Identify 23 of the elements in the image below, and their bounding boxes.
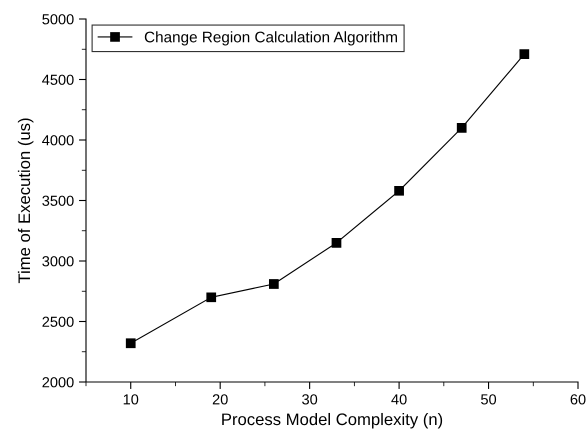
y-tick-label: 5000 xyxy=(42,14,74,24)
point xyxy=(206,292,216,302)
point xyxy=(126,338,136,348)
point xyxy=(332,238,342,248)
y-axis-title: Time of Execution (us) xyxy=(18,118,34,284)
x-tick-label: 20 xyxy=(212,394,228,405)
x-tick-label: 60 xyxy=(570,394,586,405)
y-tick-label: 4000 xyxy=(42,135,74,146)
y-tick-label: 2500 xyxy=(42,316,74,327)
x-tick-label: 40 xyxy=(391,394,407,405)
y-tick-label: 3000 xyxy=(42,256,74,266)
y-tick-label: 2000 xyxy=(42,377,74,388)
y-tick-label: 4500 xyxy=(42,74,74,85)
y-tick-label: 3500 xyxy=(42,196,74,206)
x-axis-title: Process Model Complexity (n) xyxy=(222,412,442,428)
point xyxy=(456,123,467,133)
x-tick-label: 30 xyxy=(302,394,318,405)
point xyxy=(268,279,279,289)
x-tick-label: 50 xyxy=(481,394,496,405)
point xyxy=(519,49,530,59)
x-tick-label: 10 xyxy=(124,394,138,405)
point xyxy=(394,186,404,196)
legend-label: Change Region Calculation Algorithm xyxy=(144,31,397,46)
